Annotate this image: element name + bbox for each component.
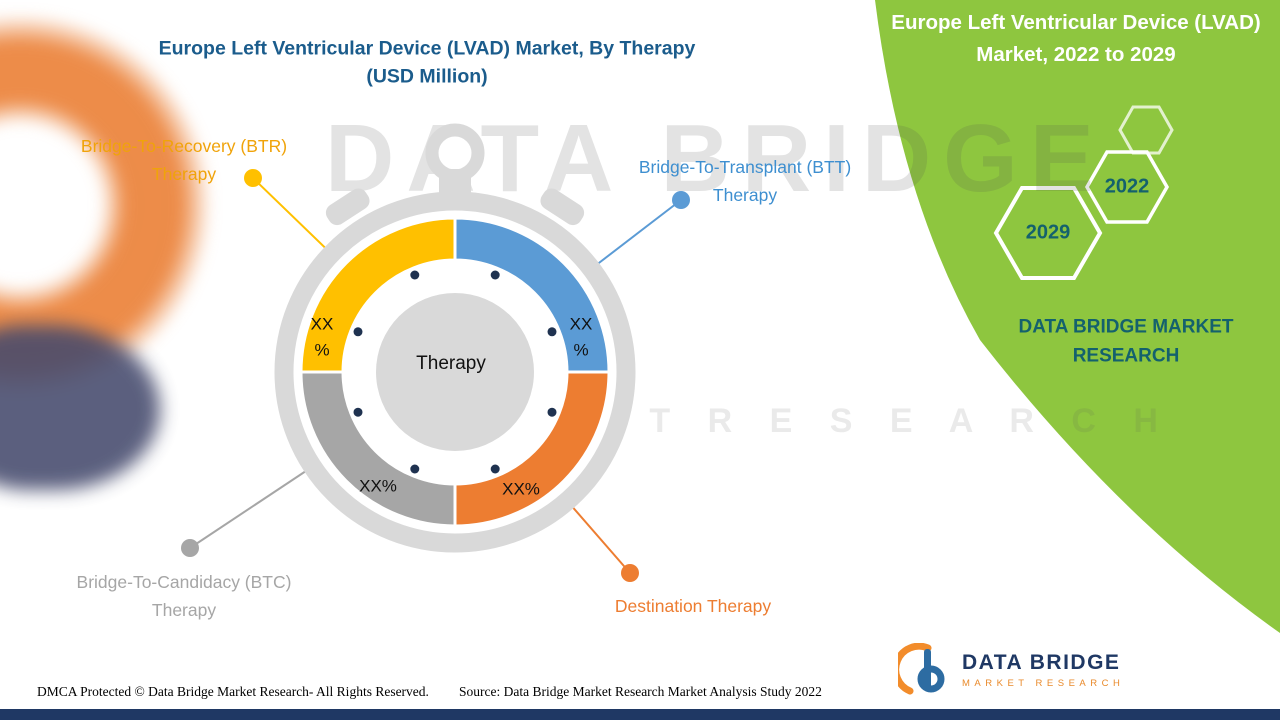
- btc-callout-label: Bridge-To-Candidacy (BTC) Therapy: [76, 572, 292, 620]
- dbmr-logo: DATA BRIDGE MARKET RESEARCH: [898, 638, 1178, 702]
- btt-value-label: XX %: [569, 314, 593, 360]
- dbmr-logo-icon: [898, 643, 945, 695]
- donut-center-label: Therapy: [416, 353, 486, 374]
- footer-dmca: DMCA Protected © Data Bridge Market Rese…: [37, 684, 429, 699]
- logo-tagline: MARKET RESEARCH: [962, 678, 1125, 689]
- btt-callout-label: Bridge-To-Transplant (BTT) Therapy: [638, 157, 852, 205]
- green-banner-shape: [875, 0, 1280, 633]
- chart-title: Europe Left Ventricular Device (LVAD) Ma…: [158, 37, 696, 88]
- banner-brand-text: DATA BRIDGE MARKET RESEARCH: [1018, 316, 1234, 367]
- hexagon-2029-outline: [993, 186, 1103, 280]
- stopwatch-right-lug: [540, 188, 585, 226]
- hexagon-2022-outline: [1084, 150, 1170, 224]
- btc-callout-line: [189, 456, 328, 549]
- btc-callout-dot: [181, 539, 199, 557]
- inner-dot-ring: [353, 270, 557, 474]
- btc-value-label: XX%: [359, 476, 397, 496]
- logo-name: DATA BRIDGE: [962, 651, 1121, 674]
- dt-callout-label: Destination Therapy: [614, 596, 772, 616]
- btr-value-label: XX %: [310, 314, 334, 360]
- donut-center-disc: [376, 293, 534, 451]
- btt-callout-dot: [672, 191, 690, 209]
- btr-callout-label: Bridge-To-Recovery (BTR) Therapy: [80, 136, 288, 184]
- banner-year-2029: 2029: [1025, 221, 1071, 244]
- donut-segments: [299, 216, 611, 528]
- stopwatch-left-lug: [325, 188, 370, 226]
- footer-source: Source: Data Bridge Market Research Mark…: [459, 684, 822, 699]
- banner-title: Europe Left Ventricular Device (LVAD) Ma…: [891, 11, 1261, 66]
- segment-btc: [299, 370, 457, 528]
- btr-callout-dot: [244, 169, 262, 187]
- therapy-donut-chart: [181, 123, 690, 582]
- dt-callout-dot: [621, 564, 639, 582]
- dt-value-label: XX%: [502, 479, 540, 499]
- banner-year-2022: 2022: [1104, 175, 1150, 198]
- bottom-navy-bar: [0, 709, 1280, 720]
